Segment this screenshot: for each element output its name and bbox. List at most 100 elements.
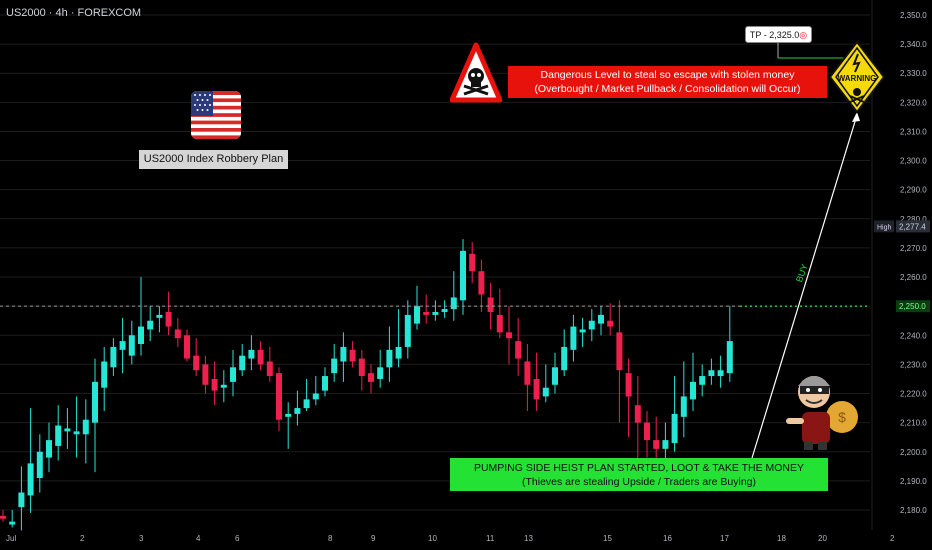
heist-line-1: PUMPING SIDE HEIST PLAN STARTED, LOOT & … bbox=[473, 462, 805, 474]
high-value: 2,277.4 bbox=[899, 222, 926, 231]
candle-body bbox=[202, 364, 209, 385]
candle-body bbox=[570, 326, 577, 350]
high-value-badge bbox=[896, 220, 930, 233]
price-tick-label: 2,230.0 bbox=[900, 360, 927, 369]
buy-arrow bbox=[751, 114, 858, 459]
plan-label: US2000 Index Robbery Plan bbox=[139, 150, 288, 169]
symbol-title[interactable]: US2000 · 4h · FOREXCOM bbox=[6, 7, 142, 19]
price-tick-label: 2,200.0 bbox=[900, 448, 927, 457]
candle-body bbox=[46, 440, 52, 458]
candle-body bbox=[699, 376, 706, 385]
candle-body bbox=[36, 451, 43, 478]
current-price-badge bbox=[896, 300, 930, 313]
take-profit-label[interactable]: TP - 2,325.0◎ bbox=[745, 26, 812, 43]
candle-body bbox=[27, 463, 34, 496]
candle-body bbox=[616, 332, 623, 371]
candle-body bbox=[0, 515, 6, 519]
candle-body bbox=[349, 349, 356, 362]
candle-body bbox=[266, 361, 273, 377]
time-tick-label: 9 bbox=[371, 534, 376, 543]
current-price-value: 2,250.0 bbox=[899, 302, 926, 311]
candle-body bbox=[147, 320, 154, 330]
candle-body bbox=[312, 393, 319, 400]
candle-body bbox=[110, 346, 117, 368]
candle-body bbox=[533, 378, 540, 400]
candle-body bbox=[644, 422, 650, 441]
candle-body bbox=[726, 341, 733, 374]
candle-body bbox=[358, 358, 365, 377]
danger-line-1: Dangerous Level to steal so escape with … bbox=[540, 69, 795, 81]
candle-body bbox=[598, 314, 604, 324]
candle-body bbox=[73, 431, 80, 435]
time-tick-label: 11 bbox=[486, 534, 495, 543]
candle-body bbox=[165, 311, 172, 327]
heist-line-2: (Thieves are stealing Upside / Traders a… bbox=[521, 476, 757, 488]
candle-body bbox=[230, 367, 236, 382]
candle-body bbox=[506, 332, 512, 339]
candle-body bbox=[404, 314, 411, 347]
candle-body bbox=[340, 346, 347, 362]
heist-plan-callout: PUMPING SIDE HEIST PLAN STARTED, LOOT & … bbox=[450, 458, 828, 491]
grid-lines bbox=[0, 0, 873, 530]
candle-body bbox=[377, 367, 384, 379]
candle-body bbox=[119, 341, 126, 350]
candle-body bbox=[717, 370, 724, 377]
candle-body bbox=[432, 311, 439, 315]
time-tick-label: 17 bbox=[720, 534, 729, 543]
candle-body bbox=[579, 329, 586, 333]
high-badge bbox=[874, 220, 894, 233]
candle-body bbox=[414, 306, 420, 324]
candle-body bbox=[257, 349, 264, 365]
time-tick-label: 16 bbox=[663, 534, 672, 543]
time-tick-label: 20 bbox=[818, 534, 827, 543]
candle-body bbox=[478, 271, 485, 295]
price-tick-label: 2,270.0 bbox=[900, 244, 927, 253]
price-tick-label: 2,340.0 bbox=[900, 40, 927, 49]
candle-body bbox=[450, 297, 457, 310]
candle-body bbox=[662, 440, 669, 449]
candle-body bbox=[561, 346, 568, 371]
candle-body bbox=[193, 355, 200, 371]
price-tick-label: 2,300.0 bbox=[900, 157, 927, 166]
time-axis[interactable]: Jul 2 3 4 6 8 9 10 11 13 15 16 17 18 20 2 bbox=[6, 534, 895, 543]
candle-body bbox=[9, 521, 16, 525]
candle-body bbox=[708, 370, 715, 377]
time-tick-label: 15 bbox=[603, 534, 612, 543]
candle-body bbox=[101, 361, 108, 388]
candle-body bbox=[322, 376, 328, 391]
candle-body bbox=[303, 399, 310, 409]
candle-body bbox=[469, 253, 476, 272]
time-tick-label: 13 bbox=[524, 534, 533, 543]
candle-body bbox=[294, 408, 301, 414]
time-tick-label: 2 bbox=[890, 534, 895, 543]
price-tick-label: 2,310.0 bbox=[900, 127, 927, 136]
time-tick-label: 8 bbox=[328, 534, 333, 543]
price-tick-label: 2,280.0 bbox=[900, 215, 927, 224]
candle-body bbox=[395, 346, 402, 359]
candle-body bbox=[515, 341, 522, 359]
candle-body bbox=[634, 405, 641, 423]
drawing-overlay bbox=[0, 43, 870, 459]
candle-body bbox=[276, 373, 282, 420]
candle-body bbox=[174, 329, 181, 339]
price-tick-label: 2,220.0 bbox=[900, 390, 927, 399]
price-tick-label: 2,320.0 bbox=[900, 98, 927, 107]
price-tick-label: 2,260.0 bbox=[900, 273, 927, 282]
candle-body bbox=[542, 387, 549, 397]
price-axis[interactable]: 2,180.0 2,190.0 2,200.0 2,210.0 2,220.0 2,230… bbox=[874, 11, 930, 515]
price-tick-label: 2,180.0 bbox=[900, 506, 927, 515]
price-tick-label: 2,190.0 bbox=[900, 477, 927, 486]
candle-body bbox=[331, 358, 338, 374]
time-tick-label: 6 bbox=[235, 534, 240, 543]
high-label: High bbox=[877, 224, 892, 231]
candle-body bbox=[487, 297, 494, 312]
time-tick-label: 2 bbox=[80, 534, 85, 543]
candle-body bbox=[496, 314, 503, 333]
time-tick-label: Jul bbox=[6, 534, 16, 543]
candle-body bbox=[368, 373, 374, 382]
candle-body bbox=[690, 381, 696, 400]
time-tick-label: 4 bbox=[196, 534, 201, 543]
candle-body bbox=[211, 378, 218, 391]
candle-body bbox=[607, 320, 614, 327]
